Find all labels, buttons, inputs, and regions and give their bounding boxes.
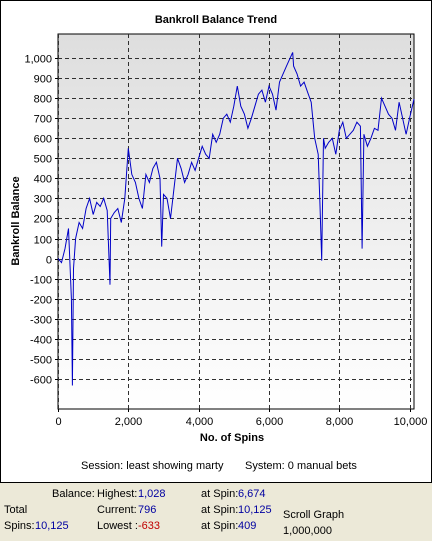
y-tick-label: 800 xyxy=(34,94,52,106)
x-axis-label: No. of Spins xyxy=(200,432,264,444)
session-name: Session: least showing marty xyxy=(81,460,224,472)
y-tick-label: -500 xyxy=(30,355,52,367)
current-label: Current: xyxy=(97,504,137,516)
total-label: Total xyxy=(4,504,28,516)
x-tick-label: 10,000 xyxy=(394,416,428,428)
system-name: System: 0 manual bets xyxy=(245,460,357,472)
y-axis-ticks: -600 -500 -400 -300 -200 -100 0 100 200 300 400 500… xyxy=(24,54,58,387)
y-tick-label: -100 xyxy=(30,275,52,287)
y-tick-label: -600 xyxy=(30,375,52,387)
plot-area xyxy=(57,33,415,410)
x-tick-label: 2,000 xyxy=(115,416,143,428)
scroll-graph-value: 1,000,000 xyxy=(283,525,332,537)
chart-panel: Bankroll Balance Trend -600 -500 -400 -300-… xyxy=(0,0,432,483)
bankroll-chart: Bankroll Balance Trend -600-500-400-300-… xyxy=(10,14,427,444)
y-tick-label: 1,000 xyxy=(24,54,52,66)
y-tick-label: 100 xyxy=(34,235,52,247)
y-tick-label: 400 xyxy=(34,174,52,186)
x-tick-label: 8,000 xyxy=(326,416,354,428)
y-tick-label: -200 xyxy=(30,295,52,307)
grid xyxy=(58,34,414,409)
spins-label: Spins: xyxy=(4,520,35,532)
highest-value: 1,028 xyxy=(138,488,166,500)
y-tick-label: -400 xyxy=(30,335,52,347)
chart-title: Bankroll Balance Trend xyxy=(155,14,277,26)
current-value: 796 xyxy=(138,504,157,516)
y-tick-label: 700 xyxy=(34,114,52,126)
y-tick-label: -300 xyxy=(30,315,52,327)
lowest-at-label: at Spin: xyxy=(201,520,239,532)
stats-panel: Total Spins: 10,125 Balance: Highest: 1,… xyxy=(0,483,432,541)
scroll-graph-label[interactable]: Scroll Graph xyxy=(283,509,345,521)
x-tick-label: 4,000 xyxy=(186,416,214,428)
y-tick-label: 200 xyxy=(34,214,52,226)
y-tick-label: 500 xyxy=(34,154,52,166)
y-axis-label: Bankroll Balance xyxy=(10,176,22,265)
bankroll-series-line xyxy=(57,52,415,386)
highest-label: Highest: xyxy=(97,488,138,500)
y-tick-label: 0 xyxy=(46,255,52,267)
balance-label: Balance: xyxy=(52,488,95,500)
y-tick-label: 900 xyxy=(34,74,52,86)
current-at-value: 10,125 xyxy=(238,504,272,516)
spins-value: 10,125 xyxy=(35,520,69,532)
x-axis-ticks: 0 2,000 4,000 6,000 8,000 10,000 xyxy=(55,409,427,428)
lowest-label: Lowest : xyxy=(97,520,138,532)
x-tick-label: 6,000 xyxy=(256,416,284,428)
y-tick-label: 600 xyxy=(34,134,52,146)
lowest-at-value: 409 xyxy=(238,520,257,532)
highest-at-label: at Spin: xyxy=(201,488,239,500)
current-at-label: at Spin: xyxy=(201,504,239,516)
highest-at-value: 6,674 xyxy=(238,488,266,500)
y-tick-label: 300 xyxy=(34,194,52,206)
x-tick-label: 0 xyxy=(55,416,61,428)
lowest-value: -633 xyxy=(138,520,161,532)
